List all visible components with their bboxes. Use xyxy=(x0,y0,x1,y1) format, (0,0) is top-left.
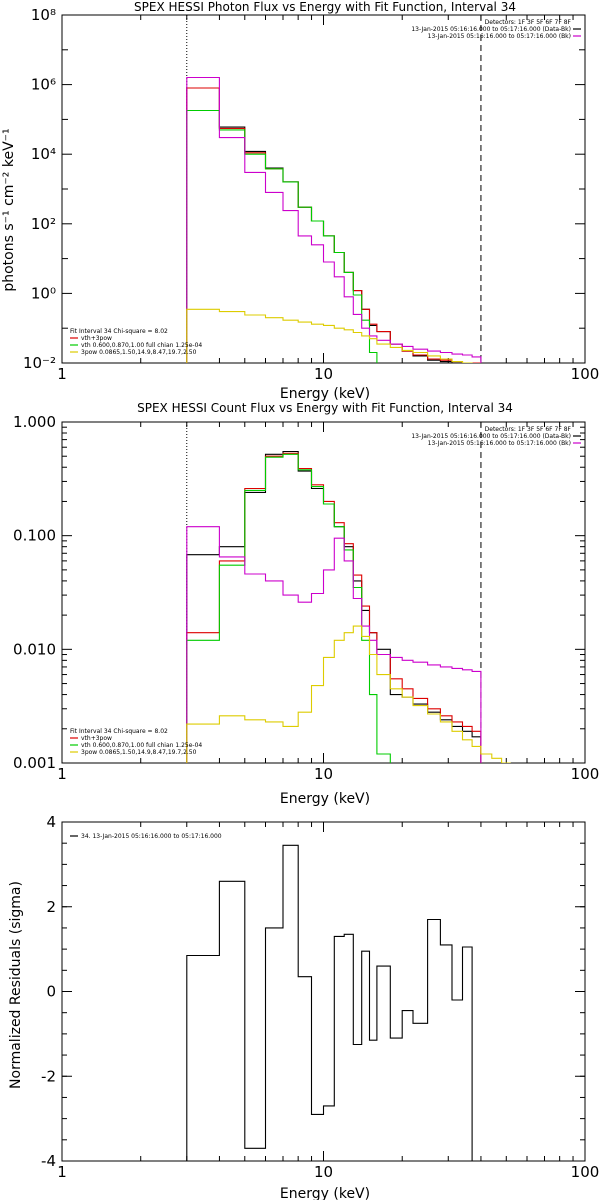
legend-right-text: 13-Jan-2015 05:16:16.000 to 05:17:16.000… xyxy=(411,433,571,440)
histogram-series xyxy=(186,453,482,763)
legend-left-text: Fit Interval 34 Chi-square = 8.02 xyxy=(70,728,168,735)
x-tick-label: 1 xyxy=(57,365,67,383)
count-flux-panel: SPEX HESSI Count Flux vs Energy with Fit… xyxy=(13,401,599,807)
y-tick-label: 10² xyxy=(31,215,56,233)
legend-left-text: Fit Interval 34 Chi-square = 8.02 xyxy=(70,328,168,335)
y-tick-label: 10⁸ xyxy=(31,6,56,24)
histogram-series xyxy=(186,76,482,363)
y-tick-label: 10⁻² xyxy=(23,354,56,372)
histogram-series xyxy=(186,109,482,363)
panel-title: SPEX HESSI Count Flux vs Energy with Fit… xyxy=(137,401,513,415)
x-tick-label: 10 xyxy=(314,365,333,383)
y-axis-label: photons s⁻¹ cm⁻² keV⁻¹ xyxy=(1,128,17,291)
legend-left-text: vth 0.600,0.870,1.00 full chian 1.25e-04 xyxy=(81,342,202,349)
y-tick-label: 10⁰ xyxy=(31,284,56,302)
y-tick-label: 10⁴ xyxy=(31,145,56,163)
legend-left-text: vth+3pow xyxy=(81,735,112,742)
legend-left-text: vth+3pow xyxy=(81,335,112,342)
y-tick-label: 2 xyxy=(46,898,56,916)
plot-frame xyxy=(61,14,586,364)
legend-left-text: 34. 13-Jan-2015 05:16:16.000 to 05:17:16… xyxy=(81,833,222,840)
histogram-series xyxy=(186,308,482,363)
x-tick-label: 1 xyxy=(57,1163,67,1181)
y-tick-label: 0.010 xyxy=(13,640,56,658)
x-axis-label: Energy (keV) xyxy=(280,386,370,402)
x-tick-label: 100 xyxy=(571,1163,600,1181)
histogram-series xyxy=(186,87,481,363)
legend-right-text: 13-Jan-2015 05:16:16.000 to 05:17:16.000… xyxy=(428,440,571,447)
histogram-series xyxy=(186,844,481,1161)
histogram-series xyxy=(186,87,481,363)
y-tick-label: 0 xyxy=(46,983,56,1001)
x-tick-label: 100 xyxy=(571,365,600,383)
legend-right-text: 13-Jan-2015 05:16:16.000 to 05:17:16.000… xyxy=(411,26,571,33)
y-tick-label: 1.000 xyxy=(13,413,56,431)
histogram-series xyxy=(186,526,482,763)
histogram-series xyxy=(186,625,511,763)
y-tick-label: 0.001 xyxy=(13,754,56,772)
x-tick-label: 1 xyxy=(57,765,67,783)
y-tick-label: 10⁶ xyxy=(31,76,56,94)
y-axis-label: Normalized Residuals (sigma) xyxy=(8,881,24,1089)
legend-right-text: Detectors: 1F 3F 5F 6F 7F 8F xyxy=(485,426,572,433)
x-tick-label: 10 xyxy=(314,1163,333,1181)
x-axis-label: Energy (keV) xyxy=(280,1186,370,1200)
legend-left-text: 3pow 0.0865,1.50,14.9,8.47,19.7,2.50 xyxy=(81,349,197,356)
legend-left-text: vth 0.600,0.870,1.00 full chian 1.25e-04 xyxy=(81,742,202,749)
histogram-series xyxy=(186,452,482,763)
x-tick-label: 100 xyxy=(571,765,600,783)
panel-title: SPEX HESSI Photon Flux vs Energy with Fi… xyxy=(134,0,516,14)
x-axis-label: Energy (keV) xyxy=(280,791,370,807)
y-tick-label: 0.100 xyxy=(13,527,56,545)
legend-right-text: 13-Jan-2015 05:16:16.000 to 05:17:16.000… xyxy=(428,33,571,40)
legend-right-text: Detectors: 1F 3F 5F 6F 7F 8F xyxy=(485,19,572,26)
legend-left-text: 3pow 0.0865,1.50,14.9,8.47,19.7,2.50 xyxy=(81,749,197,756)
y-tick-label: -2 xyxy=(41,1067,56,1085)
residuals-panel: Energy (keV) Normalized Residuals (sigma… xyxy=(8,813,599,1200)
y-tick-label: -4 xyxy=(41,1152,56,1170)
x-tick-label: 10 xyxy=(314,765,333,783)
photon-flux-panel: SPEX HESSI Photon Flux vs Energy with Fi… xyxy=(1,0,599,402)
y-tick-label: 4 xyxy=(46,813,56,831)
